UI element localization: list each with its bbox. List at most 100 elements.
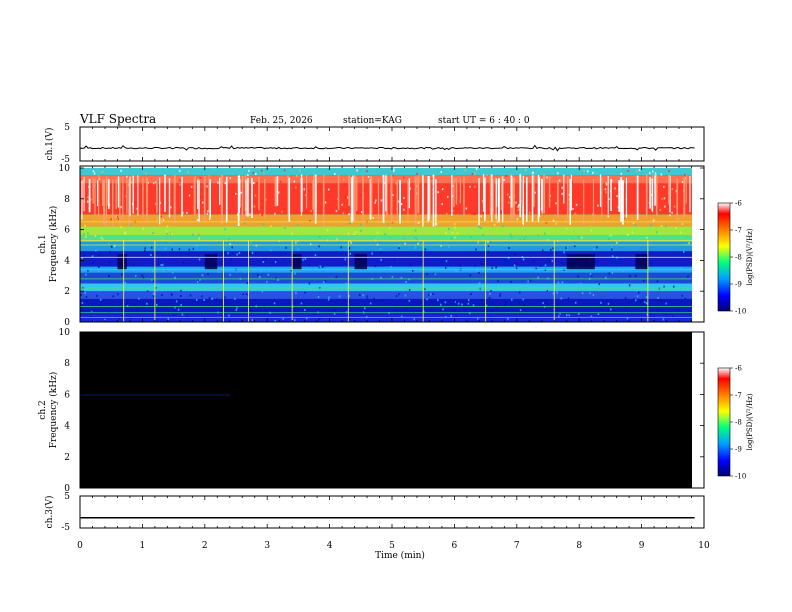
spectrogram-speckle	[644, 301, 646, 304]
spectrogram-speckle	[414, 236, 416, 239]
spectrogram-speckle	[314, 254, 317, 257]
spectrogram-speckle	[319, 183, 321, 186]
spectrogram-speckle	[249, 252, 251, 255]
spectrogram-speckle	[126, 305, 129, 308]
spectrogram-speckle	[414, 285, 416, 288]
spectrogram-speckle	[165, 230, 168, 233]
spectrogram-speckle	[596, 246, 598, 249]
spectrogram-speckle	[650, 178, 653, 181]
spectrogram-band	[80, 251, 692, 267]
spectrogram-speckle	[654, 172, 657, 175]
spectrogram-speckle	[665, 302, 667, 305]
spectrogram-speckle	[497, 279, 499, 282]
spectrogram-speckle	[112, 295, 115, 298]
spectrogram-speckle	[265, 309, 267, 312]
spectrogram-speckle	[87, 269, 89, 272]
spectrogram-speckle	[456, 232, 459, 235]
y-tick-label: 2	[64, 453, 70, 463]
spectrogram-speckle	[261, 214, 263, 217]
spectrogram-speckle	[387, 222, 389, 225]
spectrogram-speckle	[85, 295, 88, 298]
ch3-ytick-top: 5	[64, 492, 70, 502]
spectrogram-speckle	[253, 205, 256, 208]
spectrogram-speckle	[534, 191, 536, 194]
spectrogram-speckle	[437, 191, 439, 194]
spectrogram-speckle	[319, 265, 321, 268]
spectrogram-speckle	[447, 227, 450, 230]
spectrogram-speckle	[543, 232, 546, 235]
spectrogram-speckle	[459, 264, 461, 267]
spectrogram-speckle	[284, 226, 286, 229]
spectrogram-speckle	[681, 180, 684, 183]
spectrogram-speckle	[84, 224, 86, 227]
spectrogram-speckle	[373, 298, 375, 301]
spectrogram-speckle	[361, 211, 363, 214]
colorbar-ch1-gradient	[717, 202, 731, 312]
spectrogram-speckle	[355, 231, 358, 234]
spectrogram-speckle	[270, 249, 272, 252]
spectrogram-speckle	[340, 246, 343, 249]
spectrogram-speckle	[568, 314, 570, 317]
spectrogram-speckle	[152, 280, 155, 283]
spectrogram-speckle	[509, 233, 512, 236]
spectrogram-speckle	[342, 178, 345, 181]
spectrogram-speckle	[440, 303, 442, 306]
spectrogram-speckle	[324, 201, 327, 204]
spectrogram-speckle	[198, 234, 200, 237]
spectrogram-speckle	[573, 245, 576, 248]
spectrogram-speckle	[472, 213, 475, 216]
spectrogram-speckle	[557, 172, 559, 175]
spectrogram-speckle	[308, 282, 311, 285]
spectrogram-speckle	[305, 317, 308, 320]
spectrogram-speckle	[84, 292, 86, 295]
spectrogram-speckle	[632, 222, 635, 225]
y-tick-label: 10	[59, 164, 71, 174]
spectrogram-speckle	[241, 319, 243, 322]
spectrogram-speckle	[178, 301, 180, 304]
spectrogram-speckle	[260, 270, 263, 273]
spectrogram-speckle	[318, 235, 321, 238]
spectrogram-speckle	[416, 172, 418, 175]
spectrogram-speckle	[423, 310, 425, 313]
spectrogram-speckle	[356, 169, 358, 172]
ch1-waveform-trace	[79, 144, 695, 152]
spectrogram-speckle	[589, 292, 591, 295]
spectrogram-speckle	[549, 259, 551, 262]
spectrogram-speckle	[504, 259, 506, 262]
spectrogram-speckle	[688, 242, 690, 245]
spectrogram-speckle	[182, 261, 185, 264]
spectrogram-speckle	[96, 320, 98, 322]
spectrogram-speckle	[360, 229, 362, 232]
spectrogram-speckle	[380, 299, 383, 302]
spectrogram-speckle	[488, 288, 491, 291]
spectrogram-speckle	[684, 297, 686, 300]
ch1-ytick-top: 5	[64, 123, 70, 133]
spectrogram-speckle	[227, 209, 229, 212]
spectrogram-speckle	[250, 241, 252, 244]
spectrogram-speckle	[478, 271, 480, 274]
spectrogram-speckle	[256, 209, 259, 212]
spectrogram-speckle	[627, 233, 629, 236]
spectrogram-speckle	[669, 214, 671, 217]
spectrogram-speckle	[551, 259, 554, 262]
x-tick-label: 4	[327, 541, 333, 551]
spectrogram-speckle	[566, 227, 568, 230]
spectrogram-speckle	[235, 308, 238, 311]
spectrogram-speckle	[341, 203, 343, 206]
spectrogram-speckle	[645, 302, 648, 305]
spectrogram-speckle	[476, 269, 478, 272]
spectrogram-speckle	[650, 224, 652, 227]
spectrogram-speckle	[589, 273, 592, 276]
spectrogram-speckle	[192, 247, 195, 250]
spectrogram-speckle	[92, 170, 95, 173]
spectrogram-speckle	[453, 310, 455, 313]
spectrogram-speckle	[610, 234, 612, 237]
spectrogram-band	[80, 241, 692, 252]
spectrogram-speckle	[296, 174, 298, 177]
spectrogram-speckle	[274, 261, 277, 264]
spectrogram-speckle	[440, 171, 442, 174]
spectrogram-speckle	[207, 273, 209, 276]
spectrogram-speckle	[432, 292, 434, 295]
colorbar-ch2: -6 -7 -8 -9 -10 log(PSD)(V²/Hz)	[717, 365, 754, 481]
spectrogram-speckle	[362, 294, 364, 297]
